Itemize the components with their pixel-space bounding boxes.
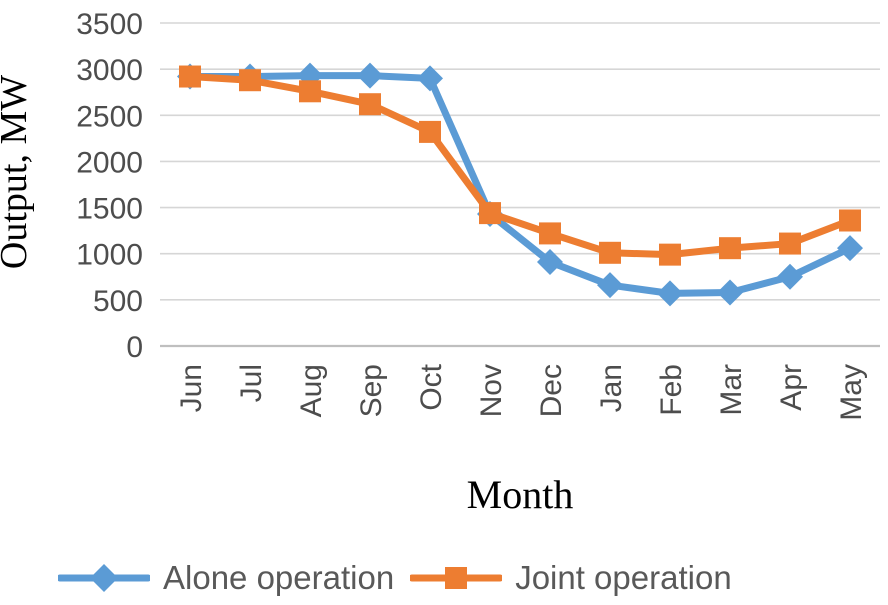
- svg-text:1500: 1500: [76, 193, 143, 226]
- svg-text:Nov: Nov: [475, 364, 508, 417]
- data-series: [177, 62, 863, 307]
- line-square-marker-icon: [410, 567, 503, 589]
- svg-text:500: 500: [93, 285, 143, 318]
- legend-label-joint-operation: Joint operation: [515, 559, 732, 596]
- plot-area: 0 500 1000 1500 2000 2500 3000 3500 Jun Jul Aug Se…: [0, 8, 880, 517]
- y-axis-title: Output, MW: [0, 75, 35, 269]
- svg-text:3000: 3000: [76, 54, 143, 87]
- y-axis-tick-labels: 0 500 1000 1500 2000 2500 3000 3500: [76, 8, 143, 364]
- svg-text:May: May: [835, 364, 868, 421]
- svg-text:1000: 1000: [76, 239, 143, 272]
- svg-text:2000: 2000: [76, 146, 143, 179]
- svg-text:3500: 3500: [76, 8, 143, 41]
- gridlines: [160, 22, 880, 348]
- svg-text:Dec: Dec: [535, 364, 568, 417]
- svg-text:Jun: Jun: [175, 364, 208, 412]
- svg-text:Sep: Sep: [355, 364, 388, 417]
- svg-text:Feb: Feb: [655, 364, 688, 416]
- legend-label-alone-operation: Alone operation: [163, 559, 395, 596]
- line-diamond-marker-icon: [58, 564, 150, 592]
- svg-text:Oct: Oct: [415, 363, 448, 410]
- x-axis-month-labels: Jun Jul Aug Sep Oct Nov Dec Jan Feb Mar Apr May: [175, 363, 868, 420]
- svg-text:Jul: Jul: [235, 364, 268, 402]
- svg-text:Aug: Aug: [295, 364, 328, 417]
- x-axis-title: Month: [467, 472, 574, 517]
- svg-text:0: 0: [126, 331, 143, 364]
- legend: Alone operation Joint operation: [58, 559, 732, 597]
- legend-item-joint-operation: Joint operation: [410, 559, 732, 597]
- legend-item-alone-operation: Alone operation: [58, 559, 394, 597]
- svg-text:2500: 2500: [76, 100, 143, 133]
- svg-text:Jan: Jan: [595, 364, 628, 412]
- svg-text:Apr: Apr: [775, 364, 808, 411]
- svg-text:Mar: Mar: [715, 364, 748, 416]
